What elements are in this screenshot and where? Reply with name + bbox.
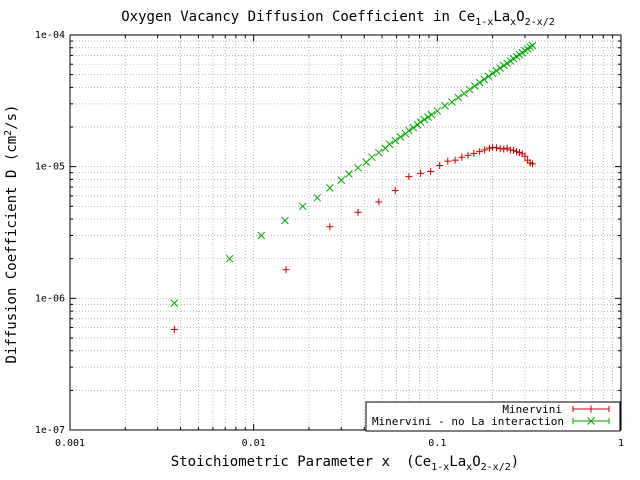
data-point <box>354 208 362 216</box>
x-axis-label: Stoichiometric Parameter x (Ce1-xLaxO2-x/… <box>171 454 519 473</box>
data-point <box>454 93 463 102</box>
data-point <box>481 146 489 154</box>
data-point <box>460 89 469 98</box>
data-point <box>326 184 334 192</box>
data-point <box>529 160 537 168</box>
data-point <box>488 69 497 78</box>
data-point <box>313 193 322 202</box>
tick-labels: 0.001 0.01 0.1 1 1e-07 1e-06 1e-05 1e-04 <box>35 30 624 449</box>
data-point <box>484 72 493 81</box>
data-point <box>374 148 383 157</box>
data-point <box>521 152 529 160</box>
series-2 <box>170 41 537 307</box>
legend-label-series-2: Minervini - no La interaction <box>372 415 564 428</box>
data-point <box>458 153 466 161</box>
data-point <box>448 98 456 106</box>
data-point <box>485 144 493 152</box>
legend-sample-series-1 <box>572 405 610 413</box>
data-point <box>503 59 512 68</box>
data-point <box>475 78 484 87</box>
data-point <box>282 266 290 274</box>
data-point <box>464 151 472 159</box>
data-point <box>345 170 353 178</box>
y-tick-label: 1e-07 <box>35 425 65 436</box>
x-tick-label: 1 <box>618 438 624 449</box>
data-point <box>281 216 289 225</box>
data-point <box>375 198 383 206</box>
data-point <box>396 133 405 141</box>
grid <box>70 35 621 430</box>
x-tick-label: 0.1 <box>428 438 446 449</box>
plot-border <box>69 34 622 431</box>
legend-box <box>365 401 621 432</box>
data-point <box>405 173 413 181</box>
data-point <box>409 123 418 132</box>
axes <box>69 34 622 431</box>
data-point <box>451 156 459 164</box>
y-tick-label: 1e-04 <box>35 30 65 41</box>
data-point <box>427 167 435 175</box>
data-points <box>170 41 537 333</box>
data-point <box>476 148 484 156</box>
data-point <box>528 41 537 50</box>
data-point <box>298 202 307 211</box>
data-point <box>385 140 394 149</box>
data-point <box>480 75 489 84</box>
data-point <box>391 136 400 145</box>
y-tick-label: 1e-06 <box>35 293 65 304</box>
legend-marker <box>587 405 595 413</box>
data-point <box>391 186 399 194</box>
data-point <box>367 153 376 162</box>
legend: Minervini Minervini - no La interaction <box>365 401 621 432</box>
data-point <box>503 144 511 152</box>
data-point <box>465 85 474 94</box>
data-point <box>470 149 478 157</box>
data-point <box>499 61 508 70</box>
y-tick-label: 1e-05 <box>35 162 65 173</box>
data-point <box>492 66 501 75</box>
legend-sample-series-2 <box>572 417 610 425</box>
legend-marker <box>587 417 595 425</box>
y-axis-label: Diffusion Coefficient D (cm2/s) <box>3 105 20 364</box>
data-point <box>225 254 234 263</box>
data-point <box>424 113 432 121</box>
x-tick-label: 0.01 <box>242 438 266 449</box>
data-point <box>417 169 425 177</box>
chart-title: Oxygen Vacancy Diffusion Coefficient in … <box>121 9 555 28</box>
data-point <box>526 43 534 51</box>
data-point <box>170 325 178 333</box>
legend-label-series-1: Minervini <box>502 403 562 416</box>
data-point <box>441 101 449 110</box>
data-point <box>257 231 266 240</box>
data-point <box>354 163 362 172</box>
series-1 <box>170 143 537 333</box>
data-point <box>170 299 179 307</box>
data-point <box>510 146 518 154</box>
data-point <box>436 162 444 170</box>
data-point <box>496 64 505 73</box>
data-point <box>513 148 521 156</box>
data-point <box>420 115 429 124</box>
data-point <box>416 118 425 126</box>
data-point <box>433 107 442 115</box>
x-tick-label: 0.001 <box>55 438 85 449</box>
data-point <box>427 110 436 119</box>
data-point <box>337 176 346 184</box>
data-point <box>470 82 479 90</box>
data-point <box>405 126 413 135</box>
data-point <box>500 145 508 153</box>
data-point <box>444 157 452 165</box>
data-point <box>326 223 334 231</box>
data-point <box>493 144 501 152</box>
